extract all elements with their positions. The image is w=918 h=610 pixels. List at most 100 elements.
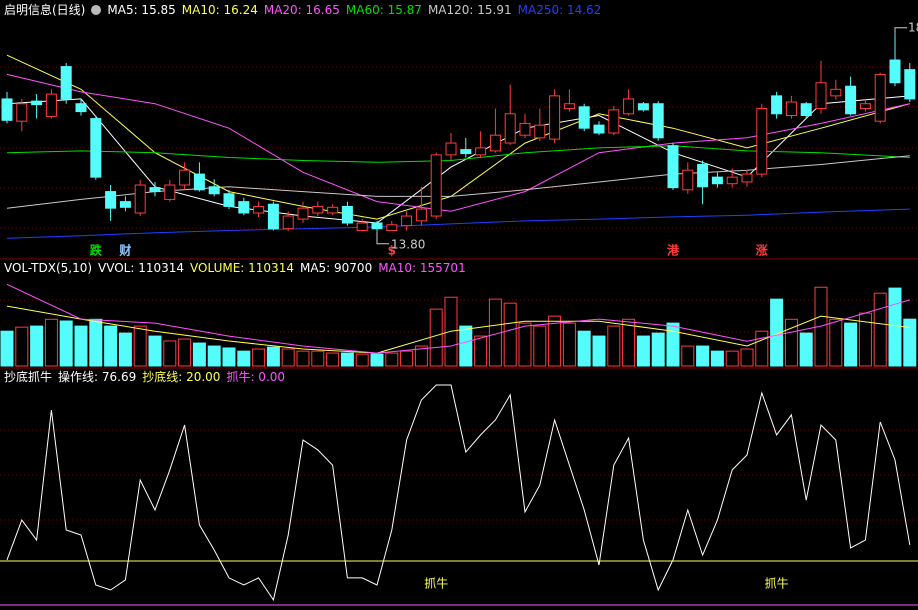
grid [0,66,918,521]
volume-bar [311,350,325,367]
candle-body [208,186,220,195]
volume-bar [340,352,354,367]
candle-body [682,169,694,191]
volume-bar [59,320,73,367]
candle-body [223,193,235,207]
candle-body [297,207,309,220]
candle-body [193,173,205,191]
panel-title: 抄底抓牛 [4,370,53,384]
candle-body [253,205,265,214]
volume-bar [814,286,828,367]
panel-header: VOL-TDX(5,10) VVOL: 110314 VOLUME: 110314 M… [4,261,472,275]
volume-bar [844,322,858,367]
series-line [6,283,910,354]
low-label: 13.80 [391,237,425,251]
volume-bar [755,330,769,367]
volume-bar [163,340,177,367]
legend-entry: 抓牛: 0.00 [226,370,286,384]
panel-header: 启明信息(日线) MA5: 15.85 MA10: 16.24 MA20: 16.65… [4,3,607,17]
candle-body [445,142,457,156]
candle-body [119,201,131,208]
candle-body [578,106,590,129]
candle-body [549,95,561,140]
candle-body [430,154,442,217]
volume-bar [30,325,44,367]
candle-body [282,215,294,230]
candle-body [800,103,812,117]
series-line [6,305,910,354]
legend-entry: 抄底线: 20.00 [142,370,221,384]
candle-body [312,205,324,214]
candle-body [341,205,353,224]
candle-body [371,222,383,230]
volume-bar [355,353,369,367]
volume-bar [592,335,606,367]
high-label: 18 [908,20,918,34]
candle-body [16,103,28,122]
volume-bar [370,353,384,367]
candle-body [31,100,43,106]
legend-entry: MA60: 15.87 [345,3,422,17]
candle-body [504,113,516,144]
legend-entry: MA250: 14.62 [517,3,602,17]
candle-body [711,176,723,185]
candle-body [1,98,13,121]
candle-body [874,73,886,122]
candle-body [401,215,413,227]
volume-bar [548,315,562,367]
annotation: 抓牛 [424,576,448,591]
volume-bar [222,347,236,367]
candle-body [904,69,916,100]
volume-bar [281,348,295,367]
volume-bar [385,352,399,367]
candle-body [534,124,546,139]
candle-body [238,201,250,214]
volume-bar [562,322,576,367]
series-line [6,73,910,212]
volume-bar [888,287,902,367]
candle-body [386,224,398,231]
candle-body [327,206,339,214]
volume-bar [577,330,591,367]
low-marker [376,231,389,245]
menu-icon[interactable] [91,5,102,15]
candle-body [45,93,57,117]
header-value: VVOL: 110314 [98,261,185,275]
panel-title: 启明信息(日线) [4,3,86,17]
volume-bar [148,335,162,367]
legend-entry: MA5: 90700 [299,261,373,275]
volume-bar [681,345,695,367]
legend-entry: MA5: 15.85 [107,3,176,17]
volume-bar [15,326,29,367]
candle-body [859,103,871,110]
series-line [6,384,911,602]
volume-bar [873,292,887,367]
legend-entry: VOLUME: 110314 [190,261,294,275]
panel-header: 抄底抓牛 操作线: 76.69 抄底线: 20.00 抓牛: 0.00 [4,370,291,384]
candle-body [164,184,176,200]
volume-bar [104,325,118,367]
volume-bar [651,332,665,367]
volume-bar [252,348,266,367]
candle-body [741,173,753,183]
volume-bar [533,325,547,367]
annotation: 跌 [90,243,103,258]
volume-bar [237,350,251,367]
volume-bar [518,322,532,367]
volume-bar [89,318,103,367]
volume-bar [474,335,488,367]
candle-body [460,149,472,155]
candle-body [415,208,427,222]
legend-entry: 操作线: 76.69 [58,370,137,384]
volume-bar [118,332,132,367]
panel-title: VOL-TDX(5,10) [4,261,93,275]
candle-body [697,163,709,188]
volume-bar [607,325,621,367]
volume-bar [740,348,754,367]
candle-body [608,109,620,134]
candle-body [889,59,901,84]
volume-bar [784,318,798,367]
volume-bar [710,350,724,367]
